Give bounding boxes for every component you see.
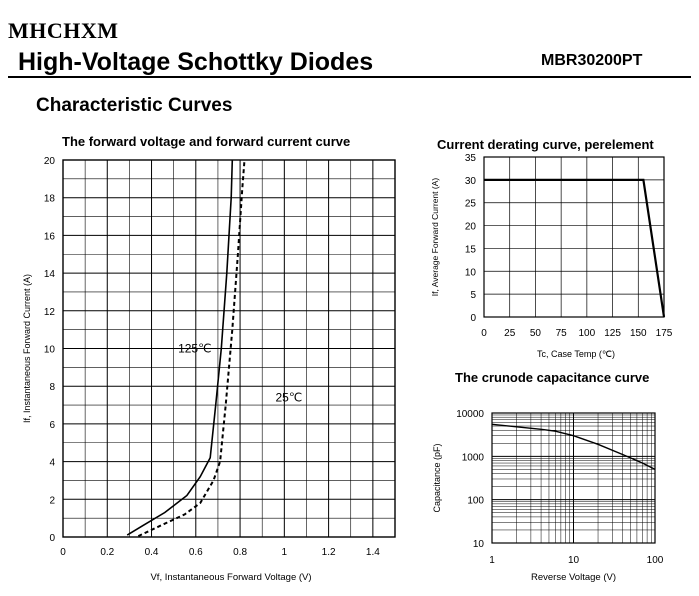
forward-ytick-label: 14 [44, 269, 56, 280]
forward-chart-title: The forward voltage and forward current … [62, 134, 351, 149]
series-125c-line [126, 159, 234, 536]
forward-ylabel: If, Instantaneous Forward Current (A) [22, 274, 32, 423]
derating-chart-title: Current derating curve, perelement [437, 137, 654, 152]
capacitance-ytick-label: 1000 [462, 452, 485, 463]
capacitance-chart-title: The crunode capacitance curve [455, 370, 650, 385]
forward-xtick-label: 0.6 [189, 547, 203, 558]
forward-plot-frame [62, 159, 396, 538]
forward-xtick-label: 0 [60, 547, 66, 558]
capacitance-xtick-label: 100 [647, 555, 664, 566]
series-25c-line [137, 159, 246, 538]
forward-ytick-label: 0 [49, 533, 55, 544]
part-number: MBR30200PT [541, 52, 643, 69]
capacitance-ytick-label: 10000 [456, 409, 484, 420]
forward-xtick-label: 1.4 [366, 547, 380, 558]
derating-xtick-label: 150 [630, 328, 647, 339]
derating-xtick-label: 75 [556, 328, 568, 339]
forward-ytick-label: 20 [44, 156, 56, 167]
derating-xtick-label: 125 [604, 328, 621, 339]
capacitance-xtick-label: 1 [489, 555, 495, 566]
capacitance-series-line [491, 423, 656, 471]
derating-ytick-label: 35 [465, 153, 477, 164]
derating-ytick-label: 25 [465, 199, 477, 210]
derating-xtick-label: 0 [481, 328, 487, 339]
derating-ytick-label: 20 [465, 222, 477, 233]
brand-logo-text: MHCHXM [8, 18, 119, 43]
section-title: Characteristic Curves [36, 95, 233, 116]
derating-xtick-label: 50 [530, 328, 542, 339]
derating-xlabel: Tc, Case Temp (℃) [537, 349, 615, 359]
derating-xtick-label: 100 [579, 328, 596, 339]
forward-ytick-label: 12 [44, 307, 56, 318]
forward-xtick-label: 0.8 [233, 547, 247, 558]
capacitance-ytick-label: 100 [467, 496, 484, 507]
capacitance-plot-frame [491, 412, 656, 544]
capacitance-xtick-label: 10 [568, 555, 580, 566]
capacitance-ylabel: Capacitance (pF) [432, 443, 442, 512]
derating-series-line [484, 178, 666, 318]
derating-curve-chart: 0 25 50 75 100 125 150 175 0 5 10 15 20 25 30 35 Tc, Cas… [430, 153, 673, 359]
derating-ylabel: If, Average Forward Current (A) [430, 178, 440, 297]
forward-curve-chart: 0 0.2 0.4 0.6 0.8 1 1.2 1.4 0 2 4 6 8 10 12 14 16 18 20 Vf,… [22, 156, 396, 583]
forward-curve-annotation: 25℃ [275, 390, 302, 404]
forward-ytick-label: 4 [49, 458, 55, 469]
forward-xtick-label: 0.4 [145, 547, 159, 558]
derating-ytick-label: 5 [470, 290, 476, 301]
forward-xlabel: Vf, Instantaneous Forward Voltage (V) [150, 572, 311, 583]
forward-xtick-label: 1 [282, 547, 288, 558]
derating-xtick-label: 175 [656, 328, 673, 339]
derating-ytick-label: 15 [465, 244, 477, 255]
forward-curve-annotation: 125℃ [178, 341, 212, 355]
header-rule [8, 76, 691, 78]
capacitance-curve-chart: 1 10 100 10 100 1000 10000 Reverse Voltage (V) C… [432, 409, 664, 583]
page-title: High-Voltage Schottky Diodes [18, 48, 374, 76]
forward-ytick-label: 18 [44, 194, 56, 205]
forward-ytick-label: 16 [44, 231, 56, 242]
derating-ytick-label: 10 [465, 267, 477, 278]
capacitance-xlabel: Reverse Voltage (V) [531, 572, 616, 583]
forward-xtick-label: 0.2 [100, 547, 114, 558]
forward-ytick-label: 10 [44, 345, 56, 356]
capacitance-ytick-label: 10 [473, 539, 485, 550]
forward-ytick-label: 2 [49, 495, 55, 506]
derating-xtick-label: 25 [504, 328, 516, 339]
derating-plot-frame [483, 156, 665, 318]
derating-ytick-label: 30 [465, 176, 477, 187]
forward-ytick-label: 6 [49, 420, 55, 431]
forward-xtick-label: 1.2 [322, 547, 336, 558]
derating-ytick-label: 0 [470, 313, 476, 324]
forward-ytick-label: 8 [49, 382, 55, 393]
